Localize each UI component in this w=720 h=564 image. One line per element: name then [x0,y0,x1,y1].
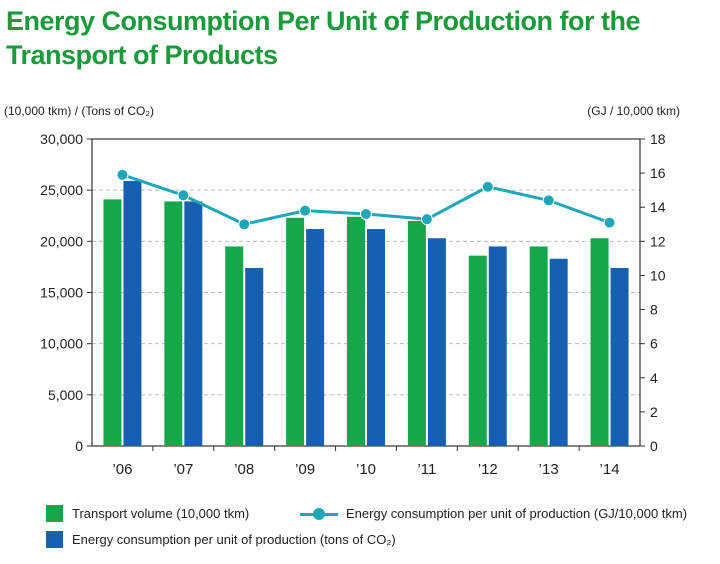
left-axis-unit: (10,000 tkm) / (Tons of CO₂) [4,104,155,118]
right-axis-tick-label: 8 [650,302,658,318]
legend-label-transport: Transport volume (10,000 tkm) [72,506,250,521]
energy-line-point [299,204,312,217]
chart-title: Energy Consumption Per Unit of Productio… [6,6,641,70]
right-axis-tick-label: 4 [650,370,658,386]
bar-transport [103,199,122,446]
chart-plot: 0 5,000 10,000 15,000 20,000 25,000 30,000 0 2 4 6… [40,131,666,478]
energy-line-point [360,208,372,221]
right-axis-tick-label: 2 [650,404,658,420]
energy-line-point [481,180,494,193]
legend-swatch-transport [46,505,63,522]
legend-item-transport: Transport volume (10,000 tkm) [46,505,249,522]
x-axis-tick-label: ’07 [173,461,193,478]
right-axis-tick-label: 18 [650,131,666,147]
bar-transport [407,220,426,446]
x-axis-tick-label: ’10 [356,461,376,478]
energy-line-point [603,216,616,229]
bar-co2 [184,201,203,446]
bar-transport [164,201,183,446]
bar-transport [347,216,365,446]
right-axis-tick-label: 6 [650,336,658,352]
energy-line-point [542,194,555,207]
bar-co2 [610,267,629,446]
bar-transport [225,246,244,446]
x-axis-tick-label: ’14 [600,461,620,478]
legend-label-co2: Energy consumption per unit of productio… [72,532,396,547]
left-axis-tick-label: 5,000 [48,387,83,403]
legend-item-co2: Energy consumption per unit of productio… [46,531,396,548]
left-axis-tick-label: 0 [75,438,83,454]
bar-co2 [427,238,446,446]
bar-co2 [123,180,142,446]
bar-co2 [306,229,325,446]
energy-line-point [177,189,190,202]
left-axis-tick-label: 20,000 [40,233,83,249]
energy-line-point [116,168,129,181]
right-axis-tick-label: 0 [650,438,658,454]
legend-label-energy-line: Energy consumption per unit of productio… [346,506,688,521]
bar-transport [286,217,305,446]
legend-swatch-co2 [46,531,63,548]
bar-transport [529,246,548,446]
bar-co2 [367,229,385,446]
x-axis-tick-label: ’08 [234,461,254,478]
right-axis-tick-label: 10 [650,267,666,283]
legend-swatch-energy-line [300,505,338,522]
left-axis-tick-label: 25,000 [40,182,83,198]
right-axis-tick-label: 14 [650,199,666,215]
left-axis-tick-label: 15,000 [40,285,83,301]
x-axis-tick-label: ’13 [539,461,559,478]
energy-line-point [420,213,433,226]
bar-transport [590,238,609,446]
bar-transport [468,255,487,446]
x-axis-tick-label: ’12 [478,461,498,478]
x-axis-tick-label: ’06 [112,461,132,478]
bar-co2 [245,267,264,446]
bar-co2 [549,258,568,446]
right-axis-unit: (GJ / 10,000 tkm) [587,104,680,118]
x-axis-tick-label: ’09 [295,461,315,478]
x-axis-tick-label: ’11 [417,461,436,478]
energy-line-point [238,218,251,231]
bar-co2 [488,246,507,446]
legend-item-energy-line: Energy consumption per unit of productio… [300,505,687,522]
right-axis-tick-label: 12 [650,233,666,249]
left-axis-tick-label: 10,000 [40,336,83,352]
right-axis-tick-label: 16 [650,165,666,181]
left-axis-tick-label: 30,000 [40,131,83,147]
